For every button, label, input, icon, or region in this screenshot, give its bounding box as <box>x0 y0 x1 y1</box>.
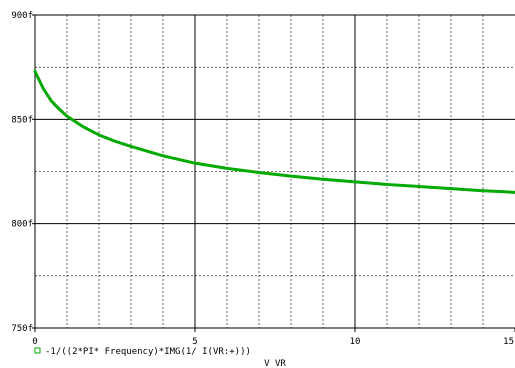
x-tick-label: 10 <box>350 337 361 347</box>
y-tick-label: 800f <box>11 220 33 230</box>
major-grid <box>35 15 515 328</box>
axes <box>34 14 515 329</box>
legend-label: -1/((2*PI* Frequency)*IMG(1/ I(VR:+))) <box>45 347 251 357</box>
x-tick-label: 0 <box>32 337 37 347</box>
x-tick-label: 15 <box>503 337 514 347</box>
series-group <box>33 69 515 194</box>
y-tick-label: 850f <box>11 115 33 125</box>
square-marker-icon <box>34 347 41 354</box>
x-axis-title: V VR <box>264 359 286 368</box>
legend: -1/((2*PI* Frequency)*IMG(1/ I(VR:+))) V… <box>34 347 286 368</box>
y-tick-label: 900f <box>11 11 33 21</box>
series-line <box>33 69 515 194</box>
tick-labels: 900f 850f 800f 750f 0 5 10 15 <box>11 11 515 347</box>
minor-grid <box>35 15 515 328</box>
x-tick-label: 5 <box>192 337 197 347</box>
y-tick-label: 750f <box>11 324 33 334</box>
